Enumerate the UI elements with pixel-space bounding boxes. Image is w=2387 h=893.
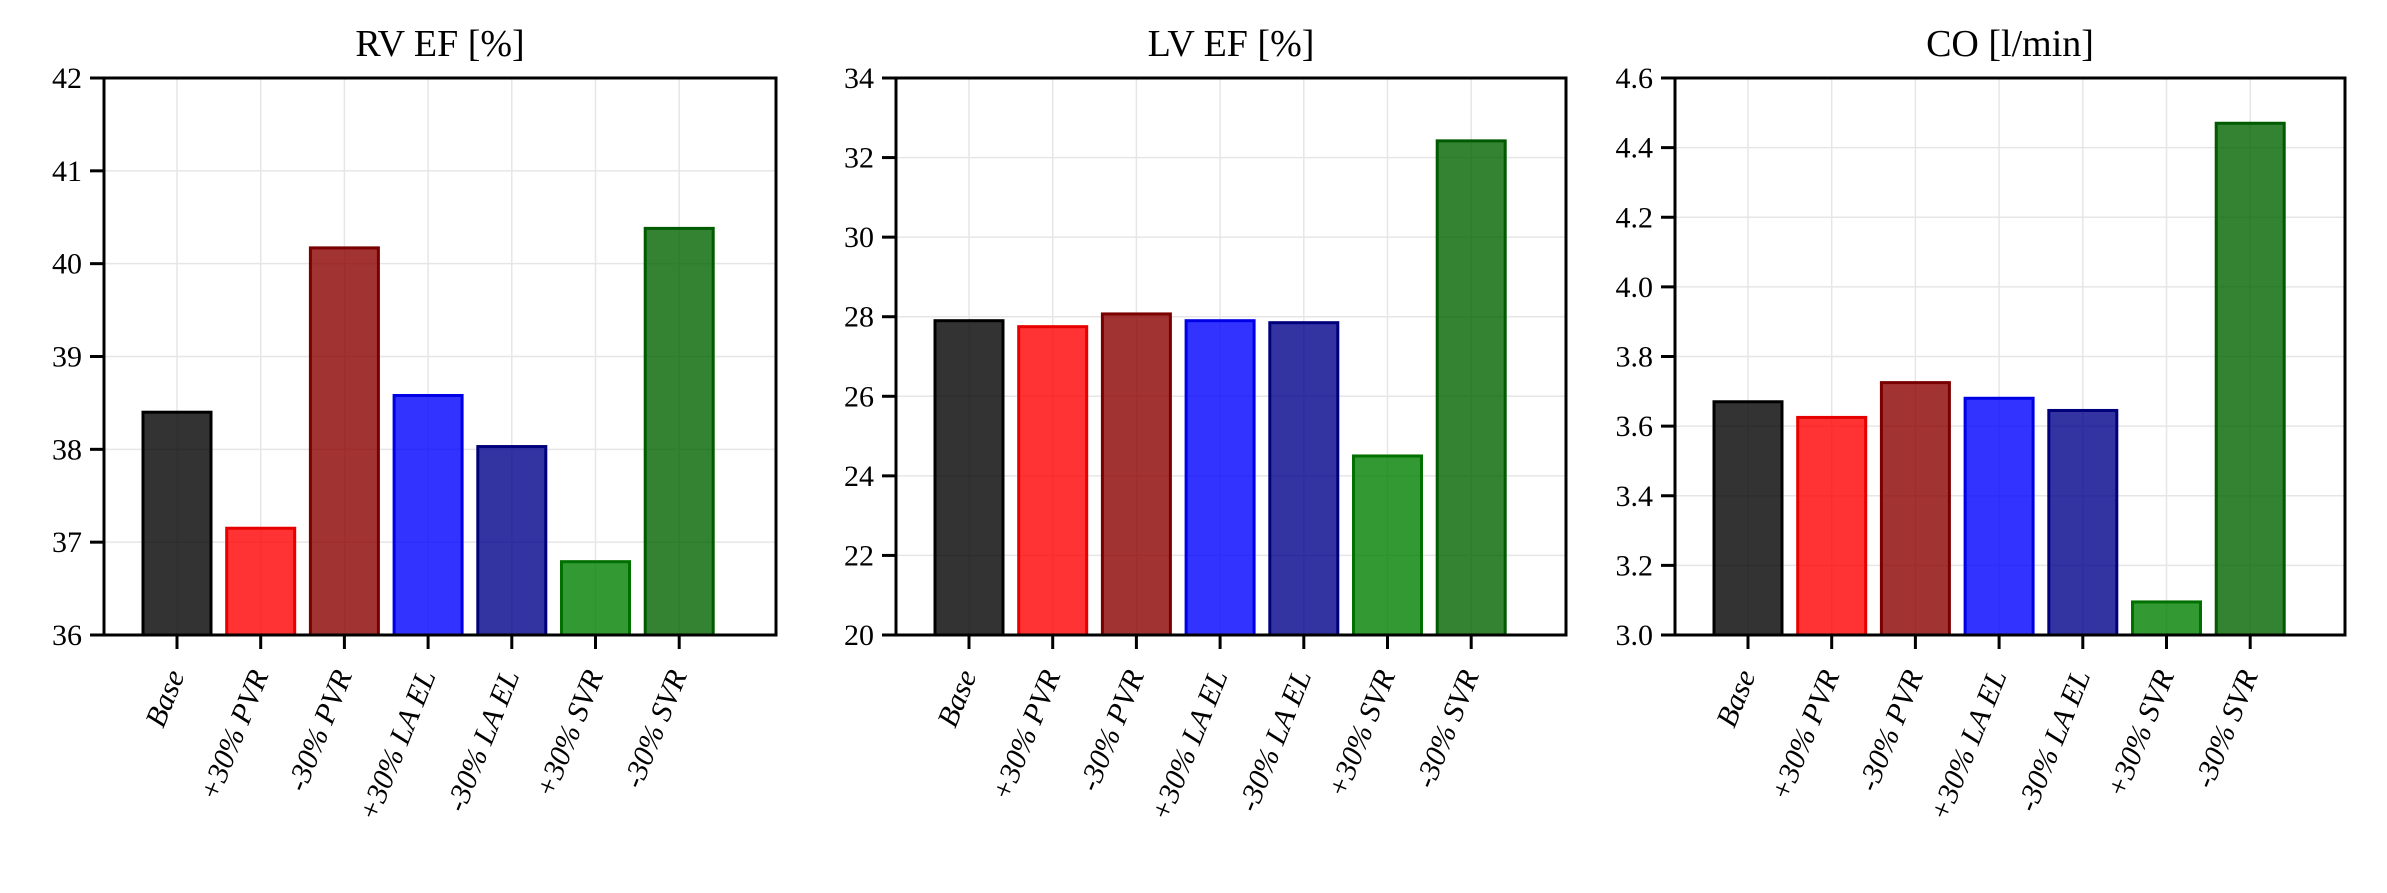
x-tick-label: -30% SVR [1409,665,1486,792]
bar [1879,381,1951,637]
x-tick-label: -30% PVR [281,665,359,796]
y-tick-label: 37 [52,526,82,559]
x-tick-label: +30% PVR [985,665,1067,805]
y-tick-label: 20 [844,619,874,652]
x-tick-label: -30% PVR [1852,665,1930,796]
x-tick-label: +30% SVR [2100,665,2181,802]
chart-panel-1: 36 37 38 39 40 41 42 Base +30% PVR -30% PVR+30% L… [52,23,778,826]
y-tick-label: 24 [844,460,874,493]
plot-frame [894,76,1568,637]
bar [141,410,213,637]
x-tick-label: -30% SVR [617,665,694,792]
y-tick-label: 4.2 [1616,201,1654,234]
y-tick-label: 4.0 [1616,271,1654,304]
x-tick-label: -30% SVR [2188,665,2265,792]
y-tick-label: 28 [844,301,874,334]
x-tick-label: -30% LA EL [440,665,527,816]
y-tick-label: 4.4 [1616,132,1654,165]
x-tick-label: Base [139,665,191,731]
x-tick-label: +30% PVR [1764,665,1846,805]
y-tick-label: 3.0 [1616,619,1654,652]
x-tick-label: +30% SVR [1321,665,1402,802]
bar [2131,600,2202,637]
y-tick-label: 38 [52,433,82,466]
bar [2047,408,2119,637]
bar [1796,415,1868,637]
y-tick-label: 34 [844,62,874,95]
x-tick-label: +30% PVR [193,665,275,805]
bar [1184,319,1256,637]
x-tick-label: +30% LA EL [352,665,442,825]
bar [308,246,380,637]
y-tick-label: 3.8 [1616,341,1654,374]
x-tick-label: -30% LA EL [2011,665,2098,816]
y-tick-label: 3.4 [1616,480,1654,513]
y-tick-label: 40 [52,248,82,281]
x-tick-label: Base [931,665,983,731]
chart-title: RV EF [%] [355,23,524,65]
y-tick-label: 39 [52,341,82,374]
y-tick-label: 3.6 [1616,410,1654,443]
bar [1268,321,1340,637]
y-tick-label: 42 [52,62,82,95]
bar [1963,396,2035,637]
y-tick-label: 32 [844,142,874,175]
y-tick-label: 4.6 [1616,62,1654,95]
y-tick-label: 26 [844,380,874,413]
x-tick-label: Base [1710,665,1762,731]
bar [1100,312,1172,637]
bar [476,445,548,637]
bar [225,526,297,637]
bar [643,226,715,637]
x-tick-label: +30% LA EL [1144,665,1234,825]
y-tick-label: 22 [844,539,874,572]
y-tick-label: 3.2 [1616,549,1654,582]
x-tick-label: +30% LA EL [1923,665,2013,825]
x-tick-label: -30% LA EL [1232,665,1319,816]
x-tick-label: -30% PVR [1073,665,1151,796]
bar [1017,325,1089,637]
y-tick-label: 41 [52,155,82,188]
bar [1712,400,1784,637]
bar [1435,139,1507,637]
bar [560,560,631,637]
bar [1352,454,1423,637]
y-tick-label: 30 [844,221,874,254]
x-tick-label: +30% SVR [529,665,610,802]
bar [2214,121,2286,637]
y-tick-label: 36 [52,619,82,652]
chart-title: CO [l/min] [1926,23,2094,65]
bar [392,393,464,637]
bar [933,319,1005,637]
chart-title: LV EF [%] [1148,23,1315,65]
